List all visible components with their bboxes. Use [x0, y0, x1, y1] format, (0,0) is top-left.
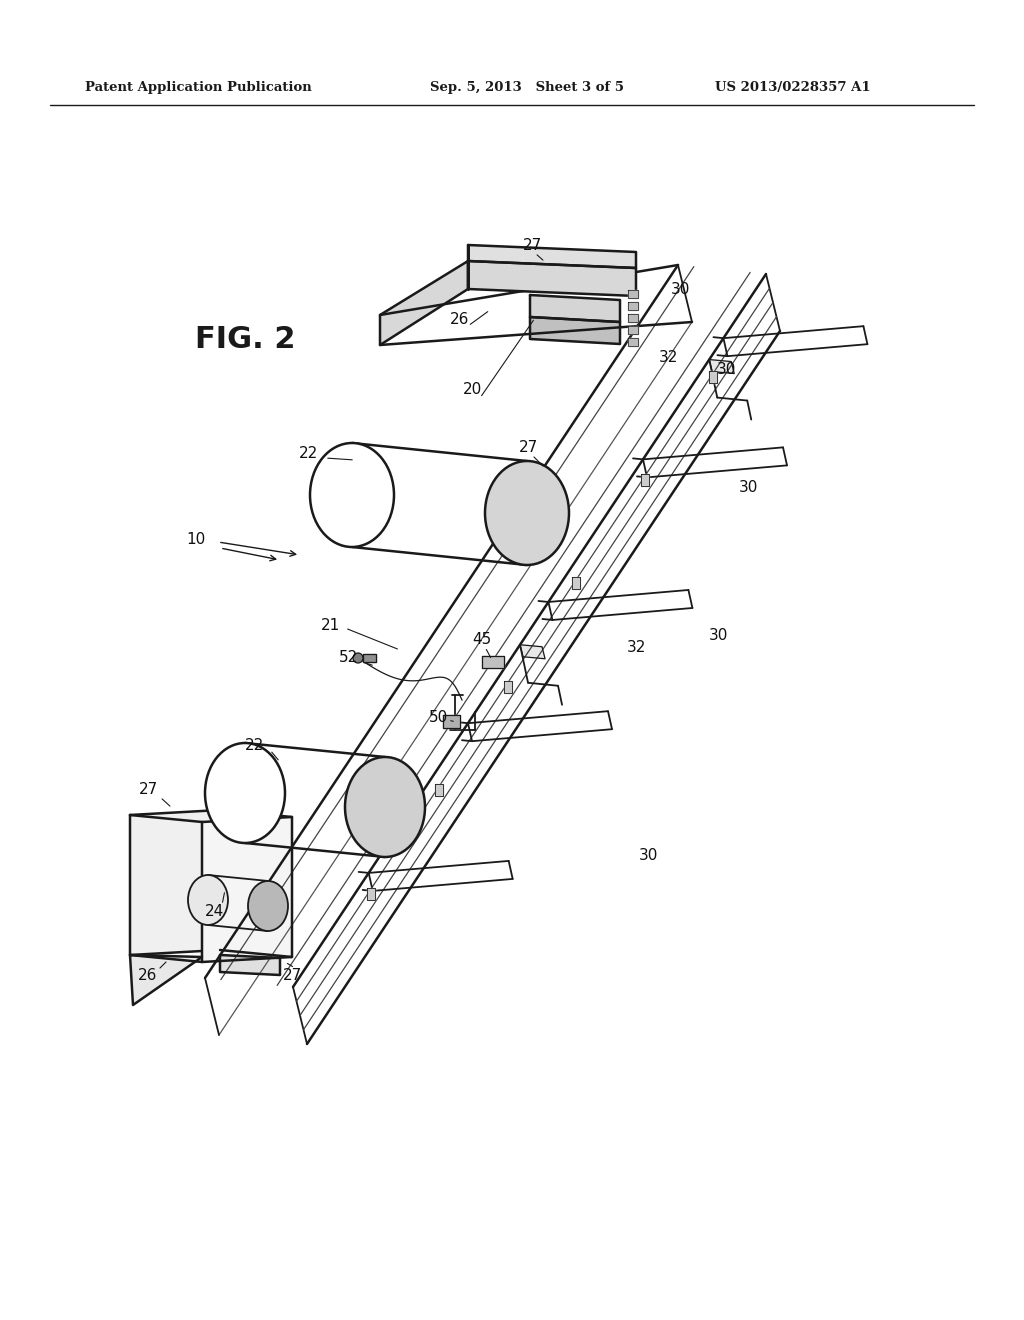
Polygon shape	[468, 261, 636, 296]
Polygon shape	[530, 317, 620, 345]
Polygon shape	[130, 810, 220, 954]
Polygon shape	[435, 784, 443, 796]
Ellipse shape	[248, 880, 288, 931]
Ellipse shape	[205, 743, 285, 843]
Polygon shape	[443, 715, 460, 729]
Text: 27: 27	[283, 968, 302, 982]
Text: 10: 10	[186, 532, 206, 548]
Polygon shape	[504, 681, 512, 693]
Polygon shape	[710, 371, 718, 383]
Polygon shape	[628, 314, 638, 322]
Text: 22: 22	[246, 738, 264, 752]
Polygon shape	[482, 656, 504, 668]
Text: 27: 27	[518, 441, 538, 455]
Polygon shape	[572, 577, 581, 590]
Text: 50: 50	[428, 710, 447, 726]
Text: 26: 26	[138, 969, 158, 983]
Text: 52: 52	[338, 651, 357, 665]
Polygon shape	[628, 302, 638, 310]
Ellipse shape	[310, 444, 394, 546]
Text: 21: 21	[321, 618, 340, 632]
Polygon shape	[628, 338, 638, 346]
Polygon shape	[220, 954, 280, 975]
Ellipse shape	[485, 461, 569, 565]
Polygon shape	[628, 326, 638, 334]
Text: 24: 24	[206, 904, 224, 920]
Text: US 2013/0228357 A1: US 2013/0228357 A1	[715, 82, 870, 95]
Text: 20: 20	[463, 383, 481, 397]
Text: 27: 27	[138, 783, 158, 797]
Polygon shape	[641, 474, 649, 486]
Polygon shape	[380, 261, 468, 345]
Text: 22: 22	[298, 446, 317, 461]
Polygon shape	[130, 954, 202, 1005]
Text: 30: 30	[717, 363, 735, 378]
Text: 26: 26	[451, 313, 470, 327]
Text: FIG. 2: FIG. 2	[195, 326, 296, 355]
Polygon shape	[362, 653, 376, 663]
Ellipse shape	[345, 756, 425, 857]
Text: 30: 30	[738, 480, 758, 495]
Polygon shape	[530, 294, 620, 322]
Polygon shape	[468, 246, 636, 268]
Text: 45: 45	[472, 632, 492, 648]
Text: 30: 30	[638, 847, 657, 862]
Ellipse shape	[188, 875, 228, 925]
Text: Sep. 5, 2013   Sheet 3 of 5: Sep. 5, 2013 Sheet 3 of 5	[430, 82, 624, 95]
Text: 32: 32	[658, 351, 678, 366]
Text: Patent Application Publication: Patent Application Publication	[85, 82, 311, 95]
Polygon shape	[202, 817, 292, 962]
Polygon shape	[367, 887, 375, 900]
Text: 30: 30	[671, 282, 690, 297]
Polygon shape	[628, 290, 638, 298]
Text: 27: 27	[522, 238, 542, 252]
Polygon shape	[520, 644, 545, 659]
Text: 32: 32	[627, 640, 646, 656]
Ellipse shape	[353, 653, 362, 663]
Text: 30: 30	[709, 627, 728, 643]
Polygon shape	[710, 359, 734, 374]
